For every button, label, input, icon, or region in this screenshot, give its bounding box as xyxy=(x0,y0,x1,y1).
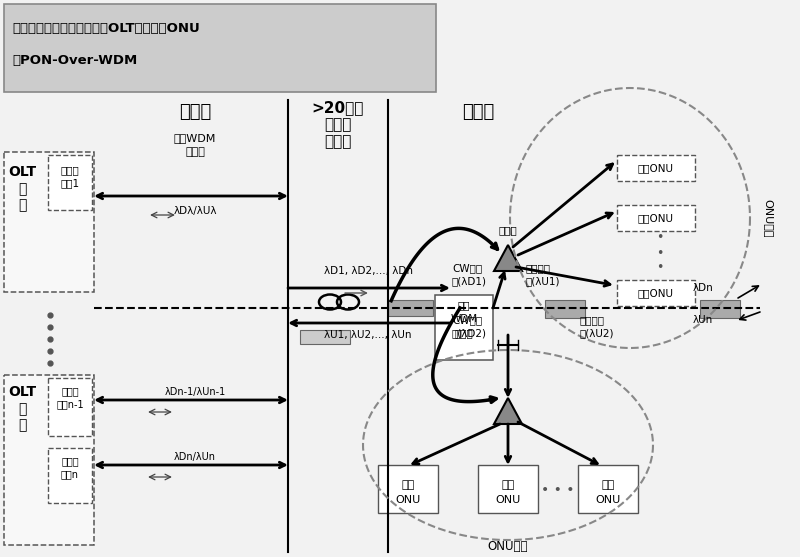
Text: 标准: 标准 xyxy=(502,480,514,490)
Polygon shape xyxy=(494,398,522,424)
Text: 无源WDM: 无源WDM xyxy=(174,133,216,143)
FancyBboxPatch shape xyxy=(378,465,438,513)
Text: ONU组群: ONU组群 xyxy=(488,540,528,553)
Text: λU1, λU2,..., λUn: λU1, λU2,..., λUn xyxy=(324,330,412,340)
FancyBboxPatch shape xyxy=(617,155,695,181)
Text: 设: 设 xyxy=(18,402,26,416)
Text: 标准ONU: 标准ONU xyxy=(638,163,674,173)
FancyBboxPatch shape xyxy=(48,448,92,503)
Polygon shape xyxy=(494,245,522,271)
Text: 标准ONU: 标准ONU xyxy=(638,213,674,223)
Text: 标准: 标准 xyxy=(602,480,614,490)
Text: 模兗1: 模兗1 xyxy=(61,178,79,188)
Text: 备: 备 xyxy=(18,198,26,212)
Text: λDn-1/λUn-1: λDn-1/λUn-1 xyxy=(164,387,226,397)
FancyBboxPatch shape xyxy=(578,465,638,513)
Text: 突发光信: 突发光信 xyxy=(580,315,605,325)
Text: 输光纤: 输光纤 xyxy=(324,134,352,149)
Text: 号(λD1): 号(λD1) xyxy=(452,276,487,286)
FancyBboxPatch shape xyxy=(300,330,350,344)
Text: λDn: λDn xyxy=(693,283,714,293)
Text: λUn: λUn xyxy=(693,315,714,325)
FancyBboxPatch shape xyxy=(435,295,493,360)
Text: OLT: OLT xyxy=(8,385,36,399)
Text: ONU: ONU xyxy=(495,495,521,505)
Text: >20公里: >20公里 xyxy=(312,100,364,115)
Text: 设: 设 xyxy=(18,182,26,196)
Text: 号(λD2): 号(λD2) xyxy=(452,328,487,338)
Text: 耦合器: 耦合器 xyxy=(185,147,205,157)
Text: ONU: ONU xyxy=(595,495,621,505)
Text: OLT: OLT xyxy=(8,165,36,179)
Text: 收发光: 收发光 xyxy=(61,386,79,396)
FancyBboxPatch shape xyxy=(700,300,740,318)
FancyBboxPatch shape xyxy=(4,375,94,545)
Text: ONU组群: ONU组群 xyxy=(763,199,773,237)
Text: 收发光: 收发光 xyxy=(61,165,79,175)
FancyBboxPatch shape xyxy=(4,4,436,92)
Text: 模块n: 模块n xyxy=(61,469,79,479)
FancyBboxPatch shape xyxy=(388,300,433,316)
Text: 耦合器: 耦合器 xyxy=(454,328,474,338)
Text: λDλ/λUλ: λDλ/λUλ xyxy=(174,206,217,216)
Text: 突发光信: 突发光信 xyxy=(525,263,550,273)
Text: 分光器: 分光器 xyxy=(498,225,518,235)
FancyBboxPatch shape xyxy=(48,378,92,436)
Text: 号(λU1): 号(λU1) xyxy=(525,276,559,286)
Text: ONU: ONU xyxy=(395,495,421,505)
FancyBboxPatch shape xyxy=(617,280,695,306)
Text: λD1, λD2,..., λDn: λD1, λD2,..., λDn xyxy=(323,266,413,276)
Text: 无源: 无源 xyxy=(458,300,470,310)
FancyBboxPatch shape xyxy=(545,300,585,318)
FancyBboxPatch shape xyxy=(4,152,94,292)
Text: 中心局: 中心局 xyxy=(179,103,211,121)
Text: 的PON-Over-WDM: 的PON-Over-WDM xyxy=(12,54,138,67)
Text: 号(λU2): 号(λU2) xyxy=(580,328,614,338)
Text: λDn/λUn: λDn/λUn xyxy=(174,452,216,462)
Text: • • •: • • • xyxy=(542,483,574,497)
Text: CW光信: CW光信 xyxy=(452,263,482,273)
Text: 模块n-1: 模块n-1 xyxy=(56,399,84,409)
Text: 采用具有多个光模块或多个OLT以及标准ONU: 采用具有多个光模块或多个OLT以及标准ONU xyxy=(12,22,200,35)
FancyBboxPatch shape xyxy=(48,155,92,210)
Text: CW光信: CW光信 xyxy=(452,315,482,325)
FancyBboxPatch shape xyxy=(617,205,695,231)
FancyBboxPatch shape xyxy=(478,465,538,513)
Text: 用户端: 用户端 xyxy=(462,103,494,121)
Text: WDM: WDM xyxy=(450,314,478,324)
Text: 标准: 标准 xyxy=(402,480,414,490)
Text: 标准ONU: 标准ONU xyxy=(638,288,674,298)
Text: 备: 备 xyxy=(18,418,26,432)
Text: •
•
•: • • • xyxy=(656,232,664,275)
Text: 收发光: 收发光 xyxy=(61,456,79,466)
Text: 单根传: 单根传 xyxy=(324,117,352,132)
